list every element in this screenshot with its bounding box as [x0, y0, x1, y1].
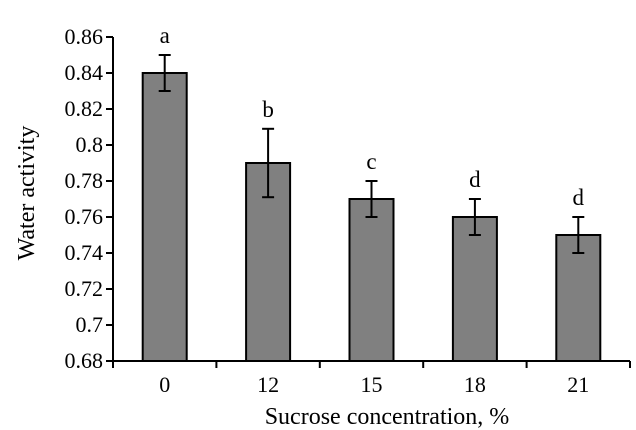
y-tick-label: 0.74	[65, 240, 104, 265]
significance-letter: d	[573, 185, 585, 210]
x-ticks-group: 0 12 15 18 21	[112, 361, 631, 397]
y-tick-label: 0.84	[65, 60, 104, 85]
bar	[141, 72, 188, 362]
axes-group	[112, 37, 630, 362]
x-axis-title: Sucrose concentration, %	[265, 404, 510, 430]
x-tick-label: 15	[361, 372, 383, 397]
error-bars-group	[158, 54, 585, 254]
significance-letter: b	[262, 97, 274, 122]
x-tick-label: 21	[567, 372, 589, 397]
x-tick-label: 12	[257, 372, 279, 397]
significance-letter: c	[366, 149, 376, 174]
y-tick-label: 0.82	[65, 96, 104, 121]
x-tick-label: 18	[464, 372, 486, 397]
y-tick-label: 0.78	[65, 168, 104, 193]
significance-letters-group: a b c d d	[160, 23, 585, 210]
bar	[451, 216, 498, 362]
y-tick-label: 0.86	[65, 24, 104, 49]
x-tick-label: 0	[159, 372, 170, 397]
y-axis-title: Water activity	[14, 126, 40, 261]
y-ticks-group: 0.68 0.7 0.72 0.74 0.76 0.78 0.8 0.82 0.84 0.86	[65, 24, 113, 373]
significance-letter: a	[160, 23, 170, 48]
significance-letter: d	[469, 167, 481, 192]
bar	[348, 198, 395, 362]
y-tick-label: 0.68	[65, 348, 104, 373]
y-tick-label: 0.8	[76, 132, 104, 157]
y-tick-label: 0.76	[65, 204, 104, 229]
y-tick-label: 0.7	[76, 312, 104, 337]
y-tick-label: 0.72	[65, 276, 104, 301]
